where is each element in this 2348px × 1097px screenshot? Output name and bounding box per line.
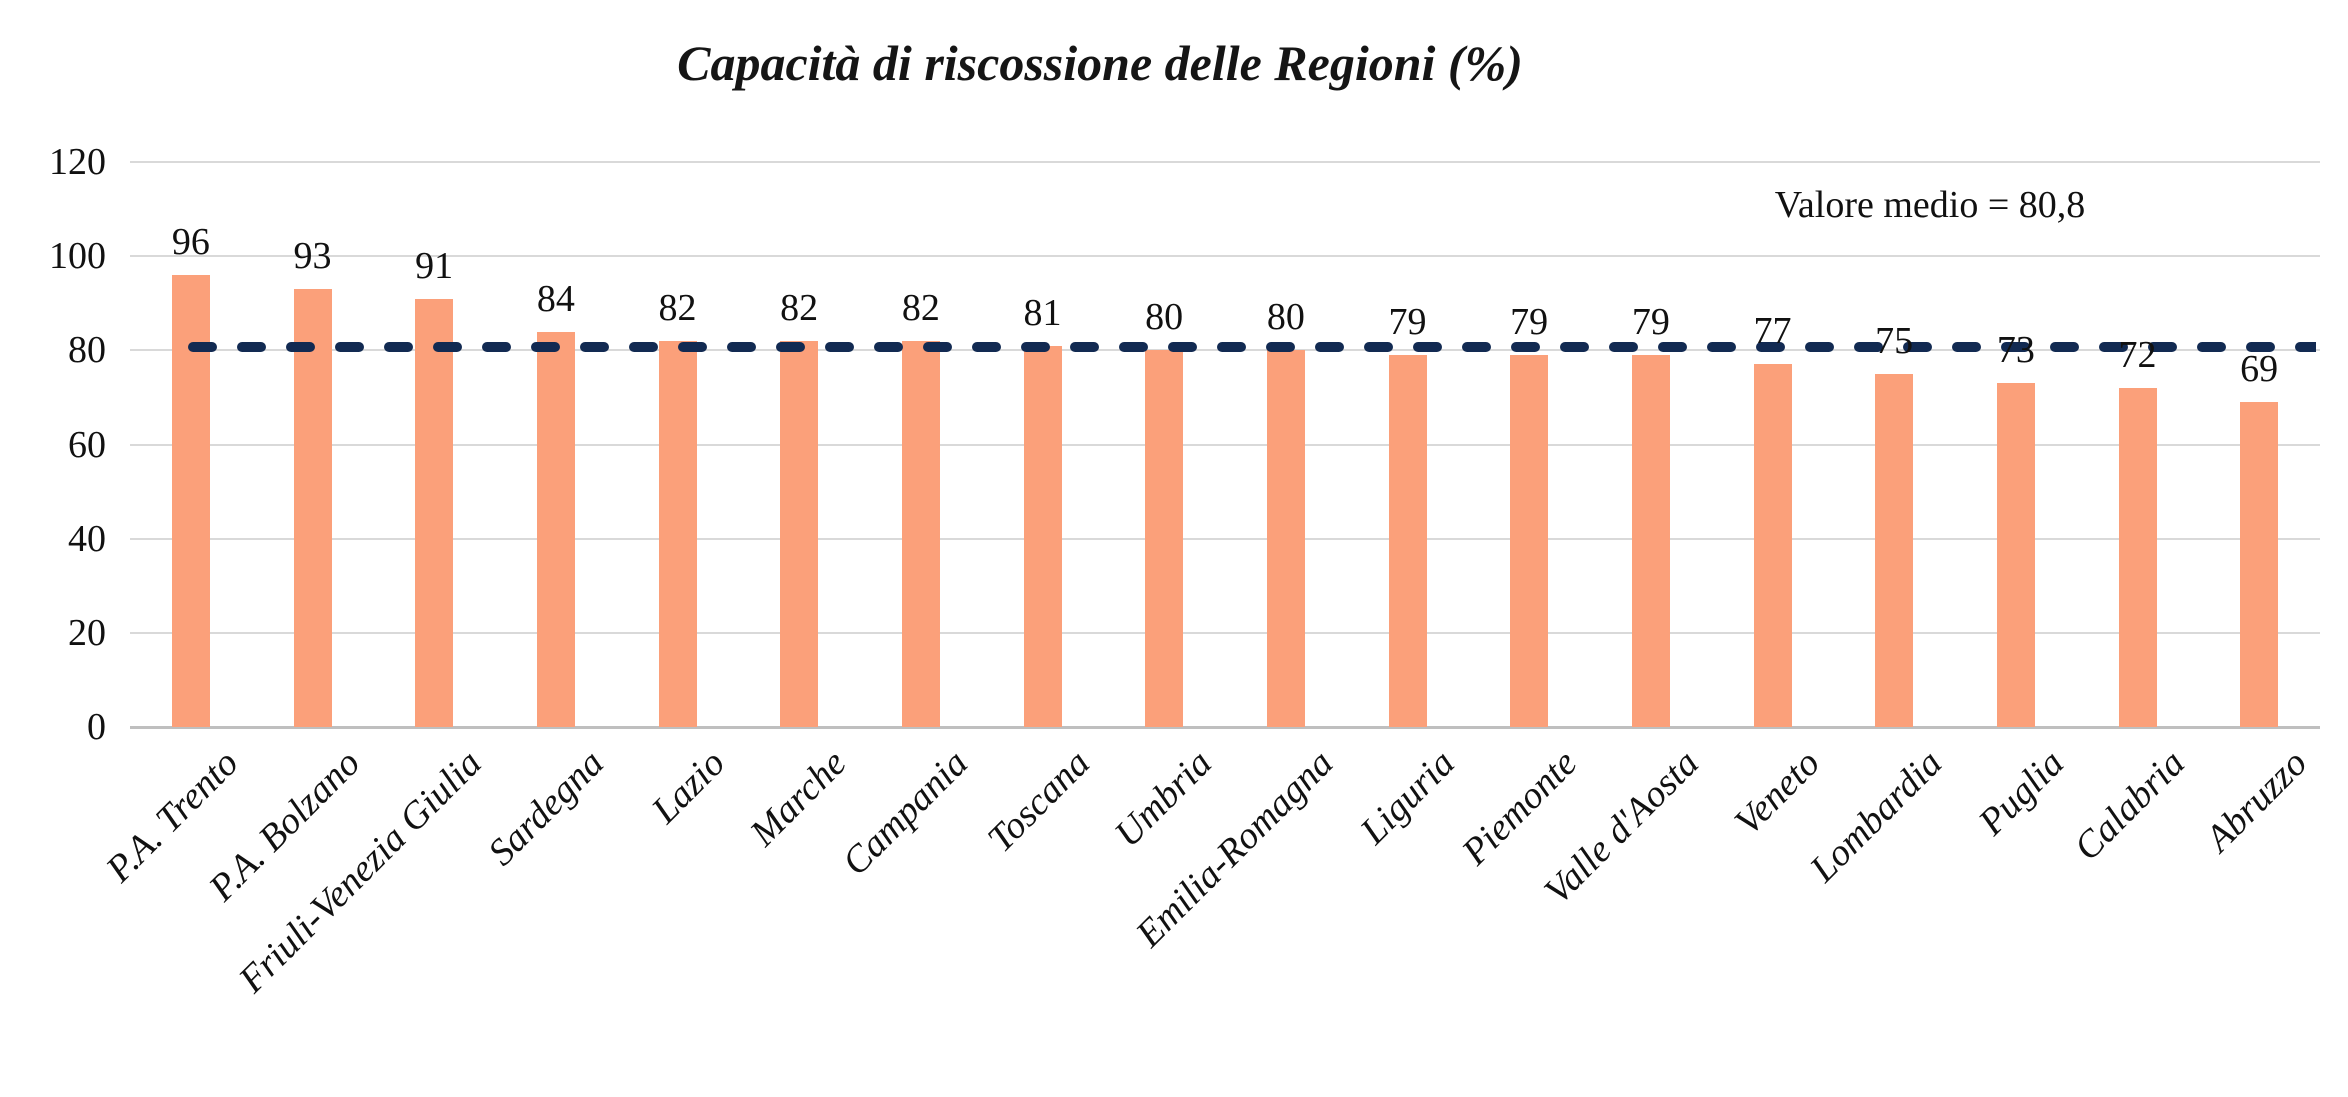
value-label: 80: [1266, 296, 1305, 339]
value-label: 75: [1875, 319, 1914, 362]
bar: [1753, 364, 1792, 727]
value-label: 73: [1996, 329, 2035, 372]
x-axis-label: Puglia: [1970, 742, 2072, 844]
bar: [1875, 373, 1914, 727]
y-tick-label: 60: [68, 423, 106, 466]
x-axis-label: Toscana: [979, 742, 1099, 861]
bar: [2118, 388, 2157, 727]
gridline: [130, 631, 2320, 634]
value-label: 93: [293, 235, 332, 278]
bar: [1388, 355, 1427, 727]
gridline: [130, 537, 2320, 540]
bar: [901, 340, 940, 727]
x-axis-label: Veneto: [1726, 742, 1829, 844]
value-label: 72: [2118, 334, 2157, 376]
value-label: 82: [901, 286, 940, 329]
value-label: 96: [171, 221, 210, 263]
x-axis-label: Friuli-Venezia Giulia: [231, 742, 490, 1001]
bar: [1023, 345, 1062, 727]
bar: [780, 340, 819, 727]
y-tick-label: 20: [68, 611, 106, 654]
mean-dashed-line: [188, 341, 2316, 352]
value-label: 79: [1631, 301, 1670, 344]
bar: [1631, 355, 1670, 727]
value-label: 77: [1753, 310, 1792, 353]
value-label: 91: [415, 244, 454, 287]
bar: [1145, 350, 1184, 727]
gridline: [130, 255, 2320, 258]
value-label: 80: [1145, 296, 1184, 339]
x-axis-label: Campania: [834, 742, 977, 884]
gridline: [130, 443, 2320, 446]
x-axis-label: Lombardia: [1801, 742, 1950, 891]
y-tick-label: 40: [68, 517, 106, 560]
x-axis-label: Umbria: [1106, 742, 1220, 856]
bar: [1996, 383, 2035, 727]
value-label: 69: [2240, 348, 2279, 391]
bar: [536, 331, 575, 727]
bar: [2240, 402, 2279, 727]
x-axis-label: Calabria: [2066, 742, 2194, 869]
bar: [1266, 350, 1305, 727]
x-axis-line: [130, 726, 2320, 729]
x-axis-label: Marche: [742, 742, 855, 855]
y-tick-label: 120: [49, 141, 106, 183]
value-label: 79: [1388, 301, 1427, 344]
bar: [658, 340, 697, 727]
gridline: [130, 161, 2320, 163]
y-tick-label: 0: [87, 706, 106, 748]
y-tick-label: 80: [68, 329, 106, 372]
bar: [293, 289, 332, 727]
bar: [1510, 355, 1549, 727]
x-axis-label: Liguria: [1352, 742, 1464, 853]
chart-title: Capacità di riscossione delle Regioni (%…: [677, 35, 1523, 91]
mean-value-label: Valore medio = 80,8: [1774, 184, 2086, 226]
value-label: 84: [536, 277, 575, 320]
value-label: 79: [1510, 301, 1549, 344]
value-label: 82: [658, 286, 697, 329]
bar: [415, 298, 454, 727]
x-axis-label: Abruzzo: [2197, 742, 2315, 860]
y-tick-label: 100: [49, 235, 106, 278]
value-label: 82: [780, 286, 819, 329]
value-label: 81: [1023, 291, 1062, 334]
x-axis-label: Sardegna: [479, 742, 612, 874]
x-axis-label: Lazio: [643, 742, 734, 832]
